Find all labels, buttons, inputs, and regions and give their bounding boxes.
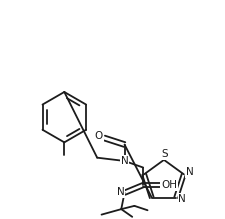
Text: O: O [94, 131, 103, 141]
Text: N: N [186, 168, 194, 177]
Text: N: N [117, 187, 124, 197]
Text: S: S [162, 149, 168, 159]
Text: N: N [178, 194, 186, 204]
Text: N: N [121, 156, 128, 166]
Text: OH: OH [161, 180, 177, 190]
